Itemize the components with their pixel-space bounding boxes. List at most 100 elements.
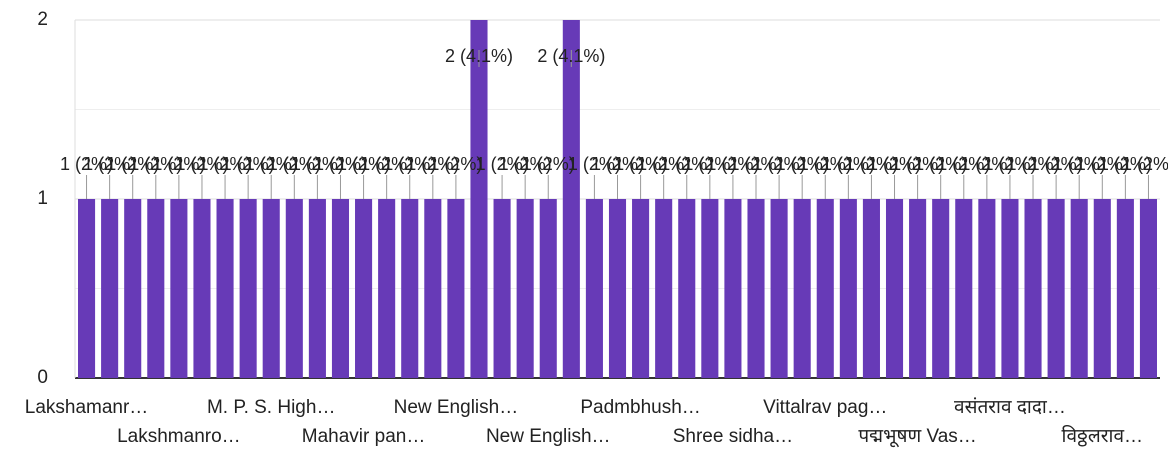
bar [424,199,442,378]
bar [909,199,927,378]
value-label: 1 (2%) [222,154,275,174]
bar [770,199,788,378]
bar [1116,199,1134,378]
bar [1093,199,1111,378]
bar [793,199,811,378]
bar [378,199,396,378]
x-tick-label: New English… [394,397,519,418]
x-tick-label: विठ्ठलराव… [1062,424,1143,447]
bar [655,199,673,378]
bar [816,199,834,378]
value-label: 1 (2%) [1122,154,1168,174]
bar [632,199,650,378]
value-label: 1 (2%) [1007,154,1060,174]
x-tick-label: Shree sidha… [673,426,793,447]
value-label: 1 (2%) [960,154,1013,174]
value-label: 1 (2%) [60,154,113,174]
bar [262,199,280,378]
y-tick-label: 0 [37,367,48,388]
value-label: 1 (2%) [522,154,575,174]
value-label: 1 (2%) [822,154,875,174]
value-label: 1 (2%) [291,154,344,174]
bar [308,199,326,378]
value-label: 1 (2%) [753,154,806,174]
bar [585,199,603,378]
bar [747,199,765,378]
value-label: 1 (2%) [429,154,482,174]
value-label: 1 (2%) [591,154,644,174]
value-label: 1 (2%) [937,154,990,174]
value-label: 1 (2%) [614,154,667,174]
value-label: 1 (2%) [337,154,390,174]
value-label: 1 (2%) [360,154,413,174]
bar [678,199,696,378]
bar [885,199,904,378]
bar [470,20,488,378]
value-label: 1 (2%) [314,154,367,174]
bar [724,199,742,378]
bar [608,199,627,378]
value-label: 1 (2%) [268,154,321,174]
value-label: 1 (2%) [1030,154,1083,174]
bar [932,199,950,378]
value-label: 1 (2%) [568,154,621,174]
y-tick-label: 1 [37,188,48,209]
bar [493,199,511,378]
value-label: 1 (2%) [129,154,182,174]
value-label: 1 (2%) [845,154,898,174]
value-label: 1 (2%) [83,154,136,174]
value-label: 1 (2%) [683,154,736,174]
x-tick-label: पद्मभूषण Vas… [858,426,976,448]
bar [78,199,96,378]
x-tick-label: Vittalrav pag… [763,397,887,418]
value-label: 1 (2%) [891,154,944,174]
bar [862,199,880,378]
bar [1139,199,1157,378]
bar [170,199,188,378]
value-label: 1 (2%) [245,154,298,174]
value-label: 2 (4.1%) [445,46,513,66]
x-tick-label: वसंतराव दादा… [954,397,1066,418]
bar [539,199,557,378]
bar [355,199,373,378]
bar [124,199,142,378]
bar [101,199,119,378]
bar [447,199,465,378]
y-tick-label: 2 [37,9,48,30]
bar [1047,199,1065,378]
value-label: 1 (2%) [1076,154,1129,174]
value-label: 1 (2%) [706,154,759,174]
bar [839,199,857,378]
value-label: 1 (2%) [476,154,529,174]
bar [516,199,534,378]
bar [955,199,973,378]
value-label: 1 (2%) [730,154,783,174]
value-label: 1 (2%) [983,154,1036,174]
value-label: 1 (2%) [660,154,713,174]
bar [193,199,211,378]
bar [1024,199,1042,378]
value-label: 1 (2%) [499,154,552,174]
value-label: 1 (2%) [406,154,459,174]
bar [285,199,303,378]
bar [401,199,419,378]
bar [562,20,580,378]
x-tick-label: Lakshamanr… [25,397,149,418]
value-label: 1 (2%) [106,154,159,174]
bar [1001,199,1019,378]
value-label: 1 (2%) [799,154,852,174]
bar [1070,199,1088,378]
bar [239,199,257,378]
x-tick-label: M. P. S. High… [207,397,335,418]
bar [701,199,719,378]
value-label: 1 (2%) [1053,154,1106,174]
value-label: 1 (2%) [776,154,829,174]
x-tick-label: Mahavir pan… [302,426,426,447]
value-label: 1 (2%) [383,154,436,174]
value-label: 1 (2%) [199,154,252,174]
value-label: 1 (2%) [914,154,967,174]
value-label: 1 (2%) [868,154,921,174]
value-label: 1 (2%) [637,154,690,174]
x-tick-label: New English… [486,426,611,447]
